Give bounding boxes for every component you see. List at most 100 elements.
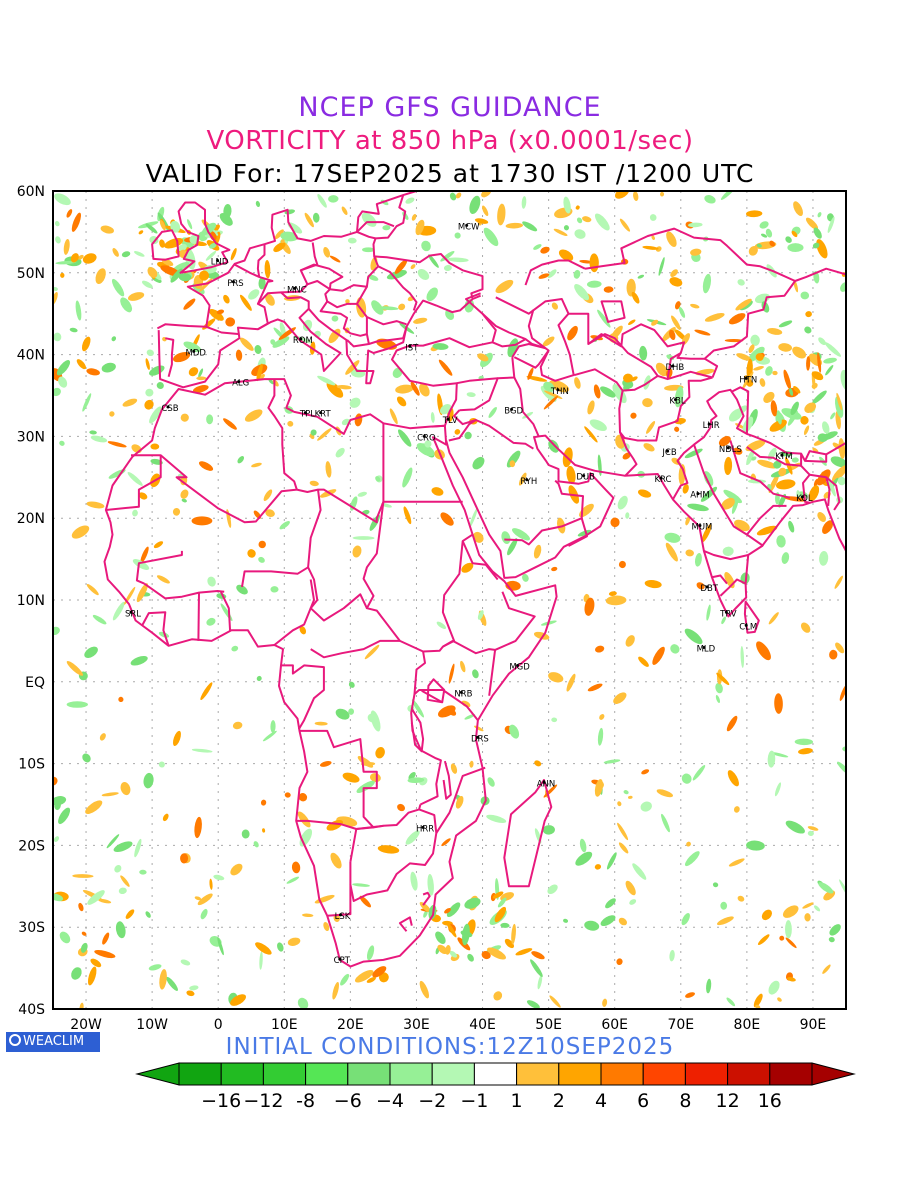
vorticity-patch bbox=[774, 782, 782, 797]
vorticity-patch bbox=[443, 264, 452, 272]
country-border bbox=[143, 582, 225, 600]
vorticity-patch bbox=[340, 973, 350, 986]
vorticity-patch bbox=[765, 366, 773, 376]
vorticity-patch bbox=[767, 328, 783, 335]
vorticity-patch bbox=[444, 908, 451, 914]
colorbar-label: 12 bbox=[716, 1090, 740, 1112]
city-label-ahm: AHM bbox=[690, 491, 710, 501]
vorticity-patch bbox=[287, 937, 301, 946]
city-marker bbox=[422, 434, 426, 438]
vorticity-patch bbox=[822, 964, 831, 974]
vorticity-patch bbox=[164, 237, 184, 249]
vorticity-patch bbox=[755, 353, 764, 361]
vorticity-patch bbox=[587, 400, 595, 415]
title-line-2: VORTICITY at 850 hPa (x0.0001/sec) bbox=[206, 126, 694, 156]
vorticity-patch bbox=[655, 246, 662, 252]
vorticity-patch bbox=[189, 985, 199, 991]
vorticity-patch bbox=[82, 393, 92, 412]
vorticity-patch bbox=[279, 521, 290, 530]
city-label-ktm: KTM bbox=[775, 452, 792, 462]
vorticity-patch bbox=[477, 353, 489, 362]
vorticity-patch bbox=[628, 795, 633, 799]
vorticity-patch bbox=[788, 520, 795, 533]
vorticity-patch bbox=[720, 191, 736, 200]
vorticity-patch bbox=[603, 759, 621, 764]
vorticity-patch bbox=[254, 345, 262, 354]
vorticity-patch bbox=[584, 597, 595, 616]
vorticity-patch bbox=[829, 924, 841, 936]
vorticity-patch bbox=[727, 770, 739, 787]
lat-label: 30S bbox=[18, 920, 45, 936]
vorticity-patch bbox=[791, 230, 798, 238]
vorticity-patch bbox=[82, 253, 97, 264]
vorticity-patch bbox=[461, 700, 471, 708]
city-labels: MCW LND PRS MNC ROM IST MDD ALG CSB TPL KRT TLV CRO B… bbox=[125, 222, 813, 966]
vorticity-patch bbox=[728, 858, 745, 867]
country-border bbox=[524, 259, 586, 286]
vorticity-patch bbox=[54, 221, 60, 227]
vorticity-patch bbox=[704, 195, 716, 204]
vorticity-patch bbox=[317, 428, 332, 441]
lat-label: 20N bbox=[17, 511, 45, 527]
vorticity-patch bbox=[178, 273, 192, 282]
vorticity-patch bbox=[90, 958, 102, 968]
vorticity-patch bbox=[715, 682, 723, 694]
vorticity-patch bbox=[606, 852, 617, 870]
colorbar-swatch bbox=[516, 1062, 560, 1086]
vorticity-patch bbox=[194, 896, 202, 901]
country-border bbox=[299, 729, 422, 829]
vorticity-patch bbox=[127, 471, 143, 486]
vorticity-patch bbox=[825, 365, 834, 376]
vorticity-patch bbox=[613, 692, 627, 704]
lat-label: 50N bbox=[17, 266, 45, 282]
vorticity-patch bbox=[86, 584, 99, 596]
vorticity-patch bbox=[670, 644, 680, 654]
vorticity-patch bbox=[111, 336, 117, 342]
country-border bbox=[135, 550, 183, 585]
colorbar-swatch bbox=[431, 1062, 475, 1086]
vorticity-patch bbox=[692, 764, 706, 781]
vorticity-patch bbox=[192, 385, 209, 393]
city-label-nrb: NRB bbox=[454, 689, 472, 699]
vorticity-patch bbox=[481, 191, 492, 198]
city-marker bbox=[465, 223, 469, 227]
vorticity-patch bbox=[87, 890, 105, 905]
vorticity-patch bbox=[180, 413, 189, 422]
country-border bbox=[504, 479, 584, 546]
vorticity-patch bbox=[386, 270, 407, 280]
vorticity-patch bbox=[605, 595, 627, 606]
vorticity-patch bbox=[209, 242, 217, 249]
lat-label: 60N bbox=[17, 184, 45, 200]
vorticity-patch bbox=[138, 492, 148, 500]
vorticity-patch bbox=[684, 628, 703, 645]
country-border bbox=[825, 476, 841, 511]
city-label-ryh: RYH bbox=[520, 477, 537, 487]
vorticity-patch bbox=[818, 882, 834, 894]
lake-victoria bbox=[426, 678, 446, 704]
country-border bbox=[410, 689, 479, 806]
country-border bbox=[729, 440, 791, 499]
vorticity-patch bbox=[138, 230, 144, 235]
logo-circle-icon bbox=[9, 1034, 21, 1046]
vorticity-patch bbox=[674, 426, 680, 432]
vorticity-patch bbox=[348, 708, 355, 715]
vorticity-patch bbox=[78, 902, 84, 912]
city-marker bbox=[319, 411, 323, 415]
vorticity-patch bbox=[756, 641, 771, 661]
vorticity-patch bbox=[718, 436, 731, 447]
lat-label: 40S bbox=[18, 1002, 45, 1018]
vorticity-patch bbox=[603, 286, 614, 293]
vorticity-patch bbox=[99, 733, 106, 741]
vorticity-patch bbox=[284, 792, 291, 798]
vorticity-patch bbox=[640, 801, 652, 812]
caspian-sea bbox=[495, 296, 575, 382]
colorbar-label: −4 bbox=[376, 1090, 404, 1112]
latitude-labels: 60N 50N 40N 30N 20N 10N EQ 10S 20S 30S 40S bbox=[17, 184, 45, 1018]
vorticity-patch bbox=[706, 604, 711, 621]
vorticity-patch bbox=[241, 829, 250, 839]
country-border bbox=[160, 380, 298, 524]
vorticity-patch bbox=[547, 884, 558, 895]
country-border bbox=[356, 303, 407, 326]
vorticity-patch bbox=[501, 531, 511, 545]
lat-label: 40N bbox=[17, 348, 45, 364]
